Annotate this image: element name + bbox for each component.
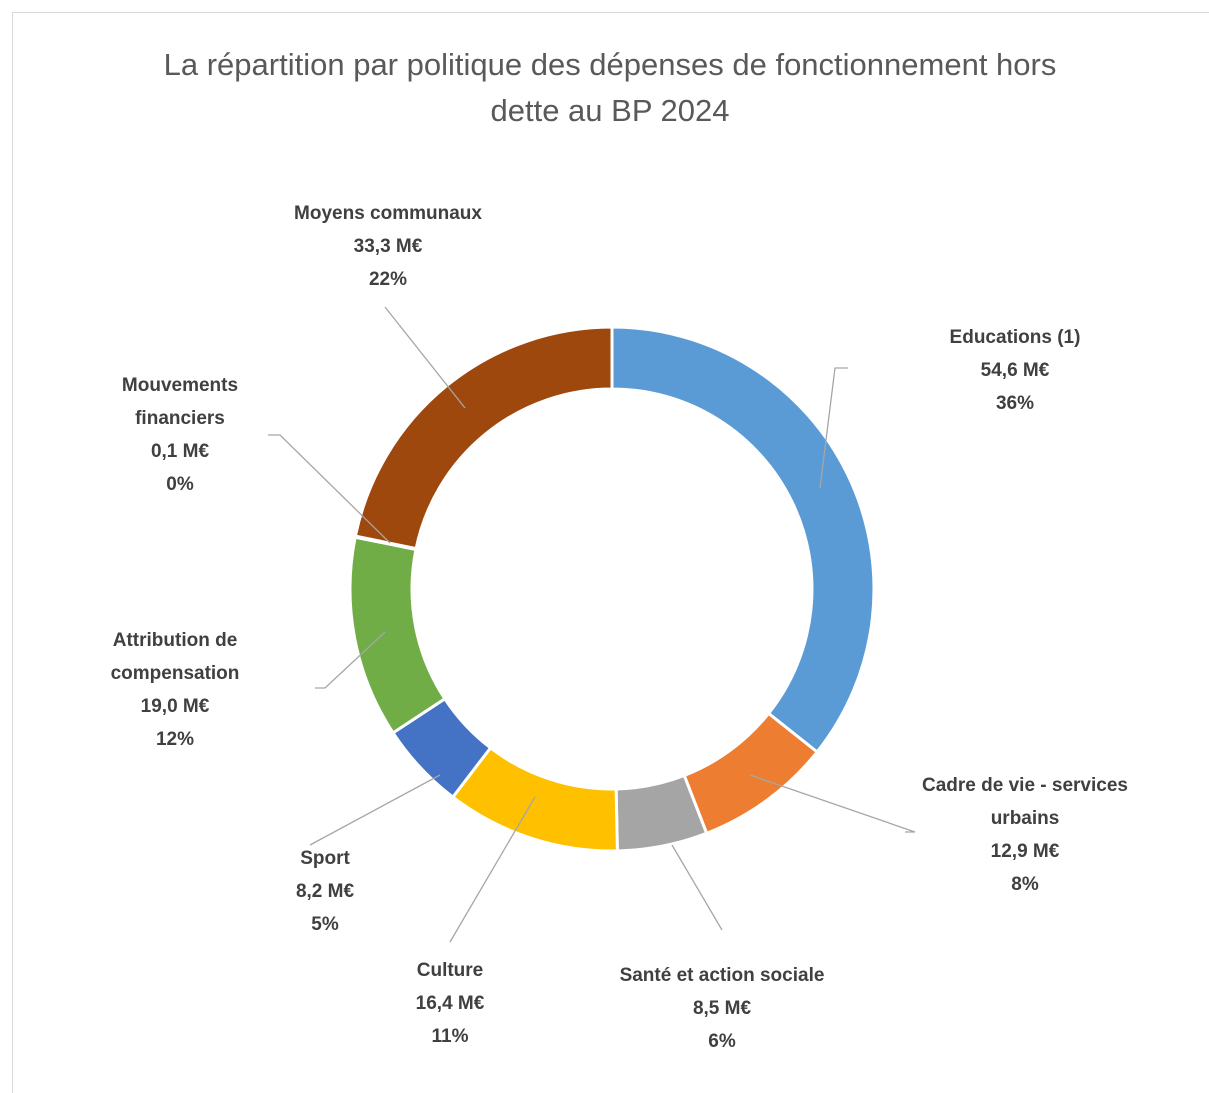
leader-line [749, 774, 916, 833]
percent-label: 6% [708, 1031, 736, 1052]
leader-line [449, 796, 536, 943]
donut-segment [353, 325, 614, 551]
chart-border [12, 12, 1209, 1093]
value-label: 19,0 M€ [140, 696, 210, 717]
category-label: Mouvements financiers [121, 375, 239, 429]
category-label: Cadre de vie - services urbains [922, 775, 1128, 829]
percent-label: 22% [368, 269, 408, 290]
leader-line [819, 367, 848, 489]
percent-label: 0% [166, 474, 194, 495]
value-label: 8,5 M€ [692, 998, 752, 1019]
leader-line [384, 306, 466, 409]
category-label: Moyens communaux [294, 203, 482, 224]
category-label: Sport [300, 848, 350, 869]
category-label: Santé et action sociale [619, 965, 825, 986]
percent-label: 36% [995, 393, 1035, 414]
value-label: 16,4 M€ [415, 993, 485, 1014]
leader-line [309, 774, 441, 846]
data-label: Mouvements financiers 0,1 M€ 0% [95, 369, 265, 501]
category-label: Attribution de compensation [110, 630, 240, 684]
category-label: Educations (1) [949, 327, 1081, 348]
donut-segment [348, 535, 447, 735]
data-label: Culture 16,4 M€ 11% [350, 954, 550, 1053]
percent-label: 12% [155, 729, 195, 750]
percent-label: 5% [311, 914, 339, 935]
value-label: 54,6 M€ [980, 360, 1050, 381]
data-label: Attribution de compensation 19,0 M€ 12% [75, 624, 275, 756]
donut-segment [610, 325, 876, 755]
category-label: Culture [416, 960, 484, 981]
data-label: Moyens communaux 33,3 M€ 22% [238, 197, 538, 296]
value-label: 8,2 M€ [295, 881, 355, 902]
value-label: 33,3 M€ [353, 236, 423, 257]
leader-line [315, 631, 386, 689]
value-label: 0,1 M€ [150, 441, 210, 462]
data-label: Cadre de vie - services urbains 12,9 M€ 8% [915, 769, 1135, 901]
leader-line [268, 434, 391, 544]
data-label: Santé et action sociale 8,5 M€ 6% [572, 959, 872, 1058]
data-label: Sport 8,2 M€ 5% [245, 842, 405, 941]
chart-title: La répartition par politique des dépense… [163, 47, 1057, 128]
percent-label: 11% [431, 1026, 469, 1047]
value-label: 12,9 M€ [990, 841, 1060, 862]
data-label: Educations (1) 54,6 M€ 36% [895, 321, 1135, 420]
leader-line [671, 844, 723, 931]
percent-label: 8% [1011, 874, 1039, 895]
